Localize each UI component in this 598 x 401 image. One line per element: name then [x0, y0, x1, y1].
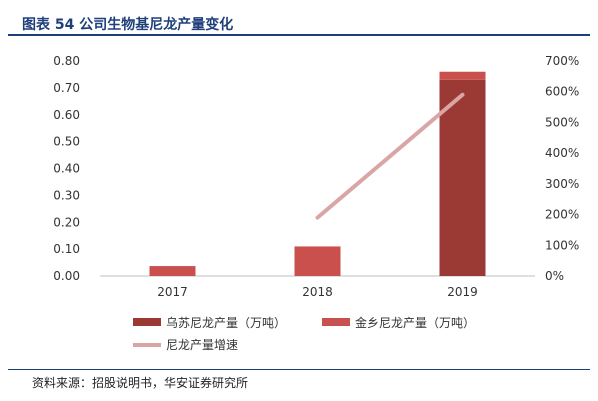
x-tick-label: 2018 — [302, 285, 333, 299]
y-left-tick-label: 0.20 — [53, 215, 80, 229]
bar-jinxiang-2018 — [294, 246, 341, 276]
chart-title: 图表 54 公司生物基尼龙产量变化 — [22, 17, 234, 33]
source-note: 资料来源：招股说明书，华安证券研究所 — [32, 376, 249, 390]
y-left-tick-label: 0.40 — [53, 162, 80, 176]
bar-wusu-2019 — [439, 79, 486, 276]
y-left-tick-label: 0.60 — [53, 108, 80, 122]
legend-wusu-label: 乌苏尼龙产量（万吨） — [166, 315, 286, 330]
legend-jinxiang-swatch — [322, 318, 350, 326]
y-left-tick-label: 0.50 — [53, 135, 80, 149]
legend-wusu-swatch — [133, 318, 161, 326]
x-tick-label: 2019 — [447, 285, 478, 299]
title-bar — [8, 4, 590, 36]
y-left-tick-label: 0.80 — [53, 54, 80, 68]
y-right-tick-label: 0% — [545, 269, 564, 283]
legend-jinxiang-label: 金乡尼龙产量（万吨） — [355, 315, 475, 330]
y-right-tick-label: 500% — [545, 115, 579, 129]
y-left-tick-label: 0.10 — [53, 242, 80, 256]
bar-jinxiang-2017 — [149, 266, 196, 276]
bar-jinxiang-2019 — [439, 71, 486, 80]
y-right-tick-label: 700% — [545, 54, 579, 68]
growth-line — [315, 92, 465, 220]
y-left-tick-label: 0.00 — [53, 269, 80, 283]
source-divider — [8, 369, 590, 370]
y-right-tick-label: 600% — [545, 85, 579, 99]
y-left-tick-label: 0.70 — [53, 81, 80, 95]
y-right-tick-label: 400% — [545, 146, 579, 160]
chart: 0.00 0.10 0.20 0.30 0.40 0.50 0.60 0.70 0.80 0% 10… — [53, 54, 579, 352]
y-right-tick-label: 200% — [545, 208, 579, 222]
y-right-tick-label: 300% — [545, 177, 579, 191]
y-left-tick-label: 0.30 — [53, 188, 80, 202]
x-tick-label: 2017 — [157, 285, 188, 299]
y-right-tick-label: 100% — [545, 238, 579, 252]
legend-growth-label: 尼龙产量增速 — [166, 338, 238, 352]
